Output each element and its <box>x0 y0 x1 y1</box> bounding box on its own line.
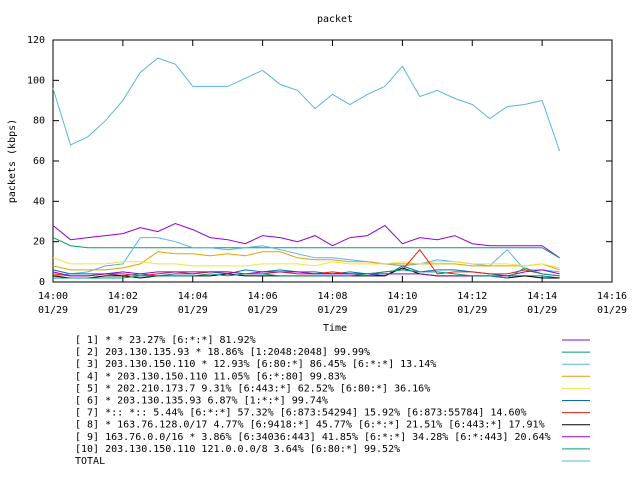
legend-label: [ 5] * 202.210.173.7 9.31% [6:443:*] 62.… <box>75 383 430 394</box>
x-tick-label: 14:16 <box>597 291 627 302</box>
legend-label: [ 3] 203.130.150.110 * 12.93% [6:80:*] 8… <box>75 359 436 370</box>
y-axis-label: packets (kbps) <box>7 119 18 203</box>
x-tick-label: 14:10 <box>387 291 417 302</box>
legend-label: [ 6] * 203.130.135.93 6.87% [1:*:*] 99.7… <box>75 396 328 407</box>
x-tick-sublabel: 01/29 <box>457 305 487 316</box>
legend-label: [ 4] * 203.130.150.110 11.05% [6:*:80] 9… <box>75 371 346 382</box>
x-tick-label: 14:06 <box>248 291 278 302</box>
chart-title: packet <box>317 14 353 25</box>
x-tick-label: 14:00 <box>38 291 68 302</box>
legend-label: [ 1] * * 23.27% [6:*:*] 81.92% <box>75 335 256 346</box>
series-line <box>52 237 560 277</box>
series-line <box>52 251 560 271</box>
legend-label: [ 2] 203.130.135.93 * 18.86% [1:2048:204… <box>75 347 370 358</box>
series-line <box>52 57 561 152</box>
series-line <box>52 222 560 259</box>
x-axis-label: Time <box>323 323 347 334</box>
x-tick-label: 14:04 <box>178 291 208 302</box>
legend-label: [ 9] 163.76.0.0/16 * 3.86% [6:34036:443]… <box>75 432 551 443</box>
y-tick-label: 120 <box>27 35 45 46</box>
series-line <box>52 237 560 259</box>
y-tick-label: 20 <box>33 237 45 248</box>
x-tick-sublabel: 01/29 <box>248 305 278 316</box>
x-tick-sublabel: 01/29 <box>597 305 627 316</box>
y-tick-label: 80 <box>33 116 45 127</box>
series-line <box>52 248 560 277</box>
legend-label: [10] 203.130.150.110 121.0.0.0/8 3.64% [… <box>75 444 400 455</box>
legend-label: [ 7] *:: *:: 5.44% [6:*:*] 57.32% [6:873… <box>75 408 527 419</box>
x-tick-label: 14:12 <box>457 291 487 302</box>
y-tick-label: 100 <box>27 75 45 86</box>
legend-label: [ 8] * 163.76.128.0/17 4.77% [6:9418:*] … <box>75 420 545 431</box>
series-line <box>52 257 560 269</box>
y-tick-label: 60 <box>33 156 45 167</box>
legend-label: TOTAL <box>75 456 105 467</box>
y-tick-label: 40 <box>33 196 45 207</box>
series-line <box>53 267 560 279</box>
x-tick-sublabel: 01/29 <box>527 305 557 316</box>
y-tick-label: 0 <box>39 277 45 288</box>
x-tick-label: 14:02 <box>108 291 138 302</box>
x-tick-label: 14:08 <box>317 291 347 302</box>
x-tick-sublabel: 01/29 <box>317 305 347 316</box>
x-tick-sublabel: 01/29 <box>38 305 68 316</box>
x-tick-label: 14:14 <box>527 291 557 302</box>
x-tick-sublabel: 01/29 <box>108 305 138 316</box>
x-tick-sublabel: 01/29 <box>178 305 208 316</box>
x-tick-sublabel: 01/29 <box>387 305 417 316</box>
